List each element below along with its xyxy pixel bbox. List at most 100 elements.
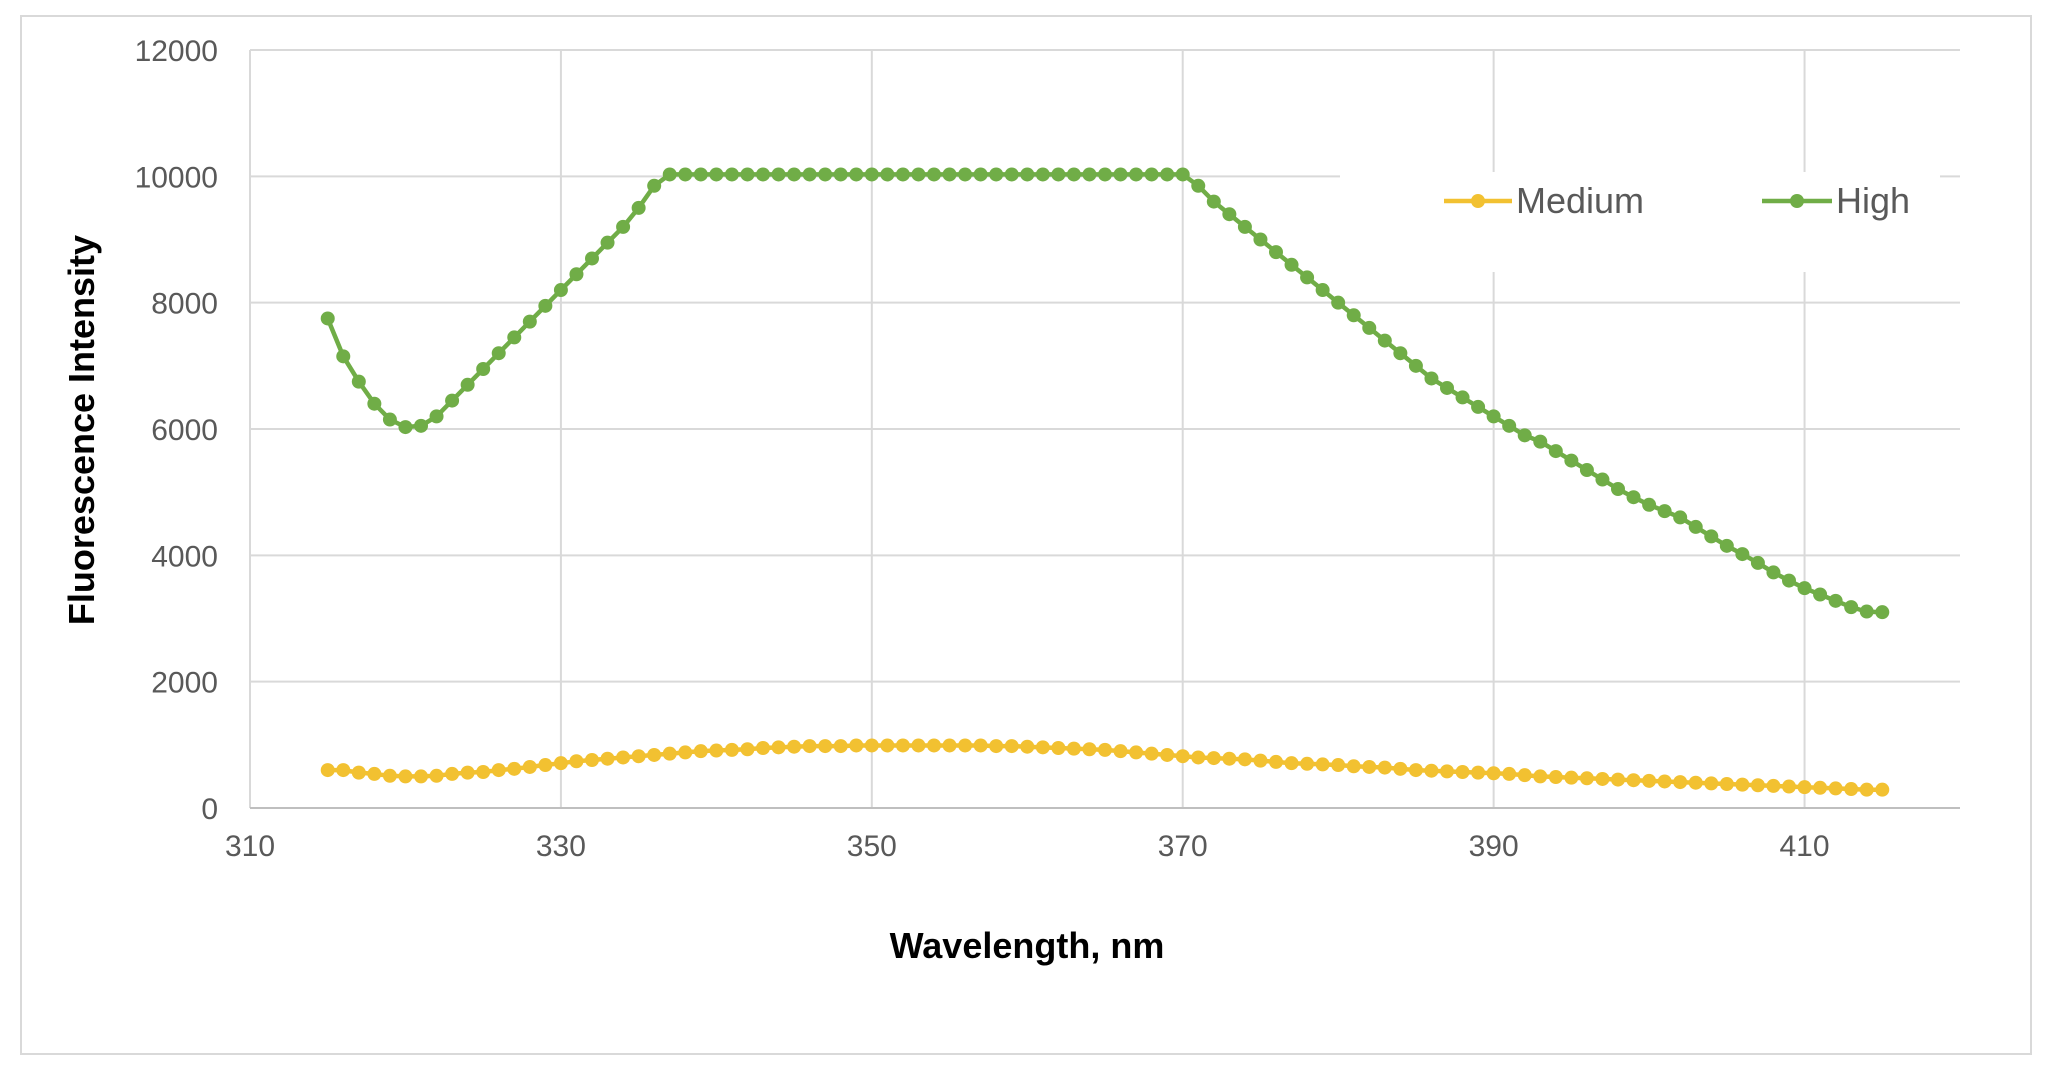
data-point xyxy=(1253,232,1268,247)
data-point xyxy=(911,738,926,753)
data-point xyxy=(1642,773,1657,788)
data-point xyxy=(1673,510,1688,525)
data-point xyxy=(1113,167,1128,182)
legend-label: Medium xyxy=(1516,180,1644,221)
data-point xyxy=(1611,482,1625,497)
data-point xyxy=(1471,399,1486,414)
x-tick-label: 310 xyxy=(225,830,275,863)
data-point xyxy=(1782,573,1796,588)
data-point xyxy=(616,219,631,234)
data-point xyxy=(382,412,397,427)
data-point xyxy=(1657,504,1672,519)
data-point xyxy=(1750,778,1765,793)
data-point xyxy=(1844,782,1859,797)
data-point xyxy=(445,766,460,781)
data-point xyxy=(1098,167,1112,182)
data-point xyxy=(1004,739,1019,754)
legend-background xyxy=(1340,172,1940,272)
data-point xyxy=(1424,763,1439,778)
y-tick-label: 10000 xyxy=(135,161,218,194)
data-point xyxy=(818,167,833,182)
data-point xyxy=(1082,742,1097,757)
data-point xyxy=(1020,739,1035,754)
data-point xyxy=(709,743,724,758)
data-point xyxy=(1191,178,1206,193)
data-point xyxy=(522,314,537,329)
data-point xyxy=(864,167,879,182)
data-point xyxy=(553,756,568,771)
data-point xyxy=(1813,587,1828,602)
data-point xyxy=(398,420,413,435)
data-point xyxy=(1782,779,1796,794)
data-point xyxy=(880,167,895,182)
data-point xyxy=(445,393,460,408)
legend-swatch-marker xyxy=(1790,194,1804,208)
data-point xyxy=(693,167,708,182)
data-point xyxy=(1175,167,1190,182)
data-point xyxy=(569,267,584,282)
legend-label: High xyxy=(1836,180,1910,221)
data-point xyxy=(522,759,537,774)
data-point xyxy=(740,167,755,182)
data-point xyxy=(1533,769,1548,784)
data-point xyxy=(678,745,693,760)
data-point xyxy=(585,752,599,767)
data-point xyxy=(802,739,817,754)
data-point xyxy=(756,167,770,182)
data-point xyxy=(1517,768,1532,783)
data-point xyxy=(662,167,677,182)
data-point xyxy=(476,764,491,779)
data-point xyxy=(958,167,973,182)
data-point xyxy=(1502,766,1517,781)
data-point xyxy=(491,763,506,778)
data-point xyxy=(1766,778,1781,793)
data-point xyxy=(1595,771,1610,786)
data-point xyxy=(1377,760,1392,775)
data-point xyxy=(1300,270,1315,285)
data-point xyxy=(320,311,335,326)
gridlines xyxy=(249,49,1960,808)
data-point xyxy=(1144,167,1159,182)
legend-item-high: High xyxy=(1762,180,1910,221)
data-point xyxy=(1129,745,1144,760)
data-point xyxy=(1735,547,1750,562)
data-point xyxy=(1486,766,1501,781)
data-point xyxy=(1564,453,1579,468)
data-point xyxy=(1408,358,1423,373)
data-point xyxy=(1020,167,1035,182)
data-point xyxy=(849,738,864,753)
data-point xyxy=(973,167,988,182)
data-point xyxy=(693,744,708,759)
data-point xyxy=(895,167,910,182)
data-point xyxy=(1051,167,1066,182)
data-point xyxy=(336,349,351,364)
data-point xyxy=(911,167,926,182)
data-point xyxy=(1471,765,1486,780)
data-point xyxy=(927,738,941,753)
data-point xyxy=(927,167,941,182)
data-point xyxy=(1875,605,1890,620)
y-tick-label: 12000 xyxy=(135,35,218,68)
data-point xyxy=(1859,604,1874,619)
data-point xyxy=(1346,308,1361,323)
data-point xyxy=(398,769,413,784)
data-point xyxy=(491,346,506,361)
x-tick-label: 330 xyxy=(536,830,586,863)
data-point xyxy=(1237,752,1252,767)
data-point xyxy=(1284,756,1299,771)
data-point xyxy=(414,418,428,433)
data-point xyxy=(1642,497,1657,512)
data-point xyxy=(647,178,662,193)
data-point xyxy=(833,739,848,754)
data-point xyxy=(1440,764,1454,779)
data-point xyxy=(989,167,1004,182)
data-point xyxy=(1548,444,1563,459)
data-point xyxy=(1284,257,1299,272)
data-point xyxy=(880,738,895,753)
data-point xyxy=(1797,581,1812,596)
data-point xyxy=(724,742,739,757)
data-point xyxy=(1269,245,1283,260)
y-tick-label: 8000 xyxy=(151,288,218,321)
data-point xyxy=(476,361,491,376)
data-point xyxy=(507,761,522,776)
